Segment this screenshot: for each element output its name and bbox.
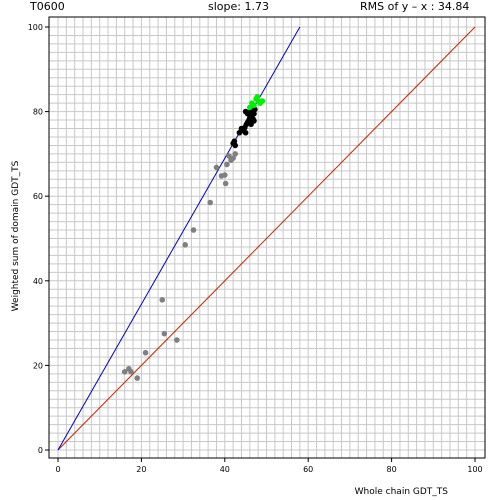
data-point [254,93,261,100]
y-tick-label: 60 [33,192,43,201]
data-point [251,102,257,109]
data-point [159,297,166,303]
slope-label: slope: 1.73 [208,0,269,13]
data-point [232,151,239,157]
x-tick-label: 40 [220,465,230,474]
data-point [174,337,180,343]
x-tick-label: 80 [387,465,397,474]
target-id: T0600 [30,0,65,13]
rms-label: RMS of y – x : 34.84 [360,0,470,13]
data-point [247,104,253,111]
data-point [207,199,214,206]
data-point [232,142,239,149]
data-point [142,349,149,356]
x-tick-label: 60 [303,465,313,474]
data-point [161,330,168,337]
data-point [128,368,134,375]
data-point [231,138,238,145]
data-points [121,93,266,381]
data-point [252,106,258,113]
data-point [242,129,249,136]
data-point [251,110,257,117]
data-point [134,375,141,381]
x-tick-label: 100 [467,465,482,474]
grid [48,16,486,459]
y-tick-label: 0 [38,446,43,455]
data-point [222,172,228,178]
data-point [222,180,229,187]
data-point [259,98,266,104]
y-tick-label: 80 [33,108,43,117]
line-y-x [57,26,476,451]
y-tick-label: 40 [33,277,43,286]
plot-frame [48,16,486,459]
data-point [190,227,197,233]
y-tick-label: 20 [33,361,43,370]
data-point [248,121,254,128]
y-tick-label: 100 [28,23,43,32]
data-point [226,153,232,159]
x-tick-label: 0 [55,465,60,474]
data-point [182,242,188,248]
data-point [238,127,245,134]
data-point [121,368,128,375]
data-point [230,155,236,161]
data-point [213,164,220,171]
data-point [224,161,230,168]
x-tick-label: 20 [136,465,146,474]
data-point [242,108,249,115]
x-axis-label: Whole chain GDT_TS [355,487,449,497]
tick-labels: 0 20 40 60 80 100 0 20 40 60 80 100 [28,23,483,474]
y-axis-label: Weighted sum of domain GDT_TS [11,160,21,311]
